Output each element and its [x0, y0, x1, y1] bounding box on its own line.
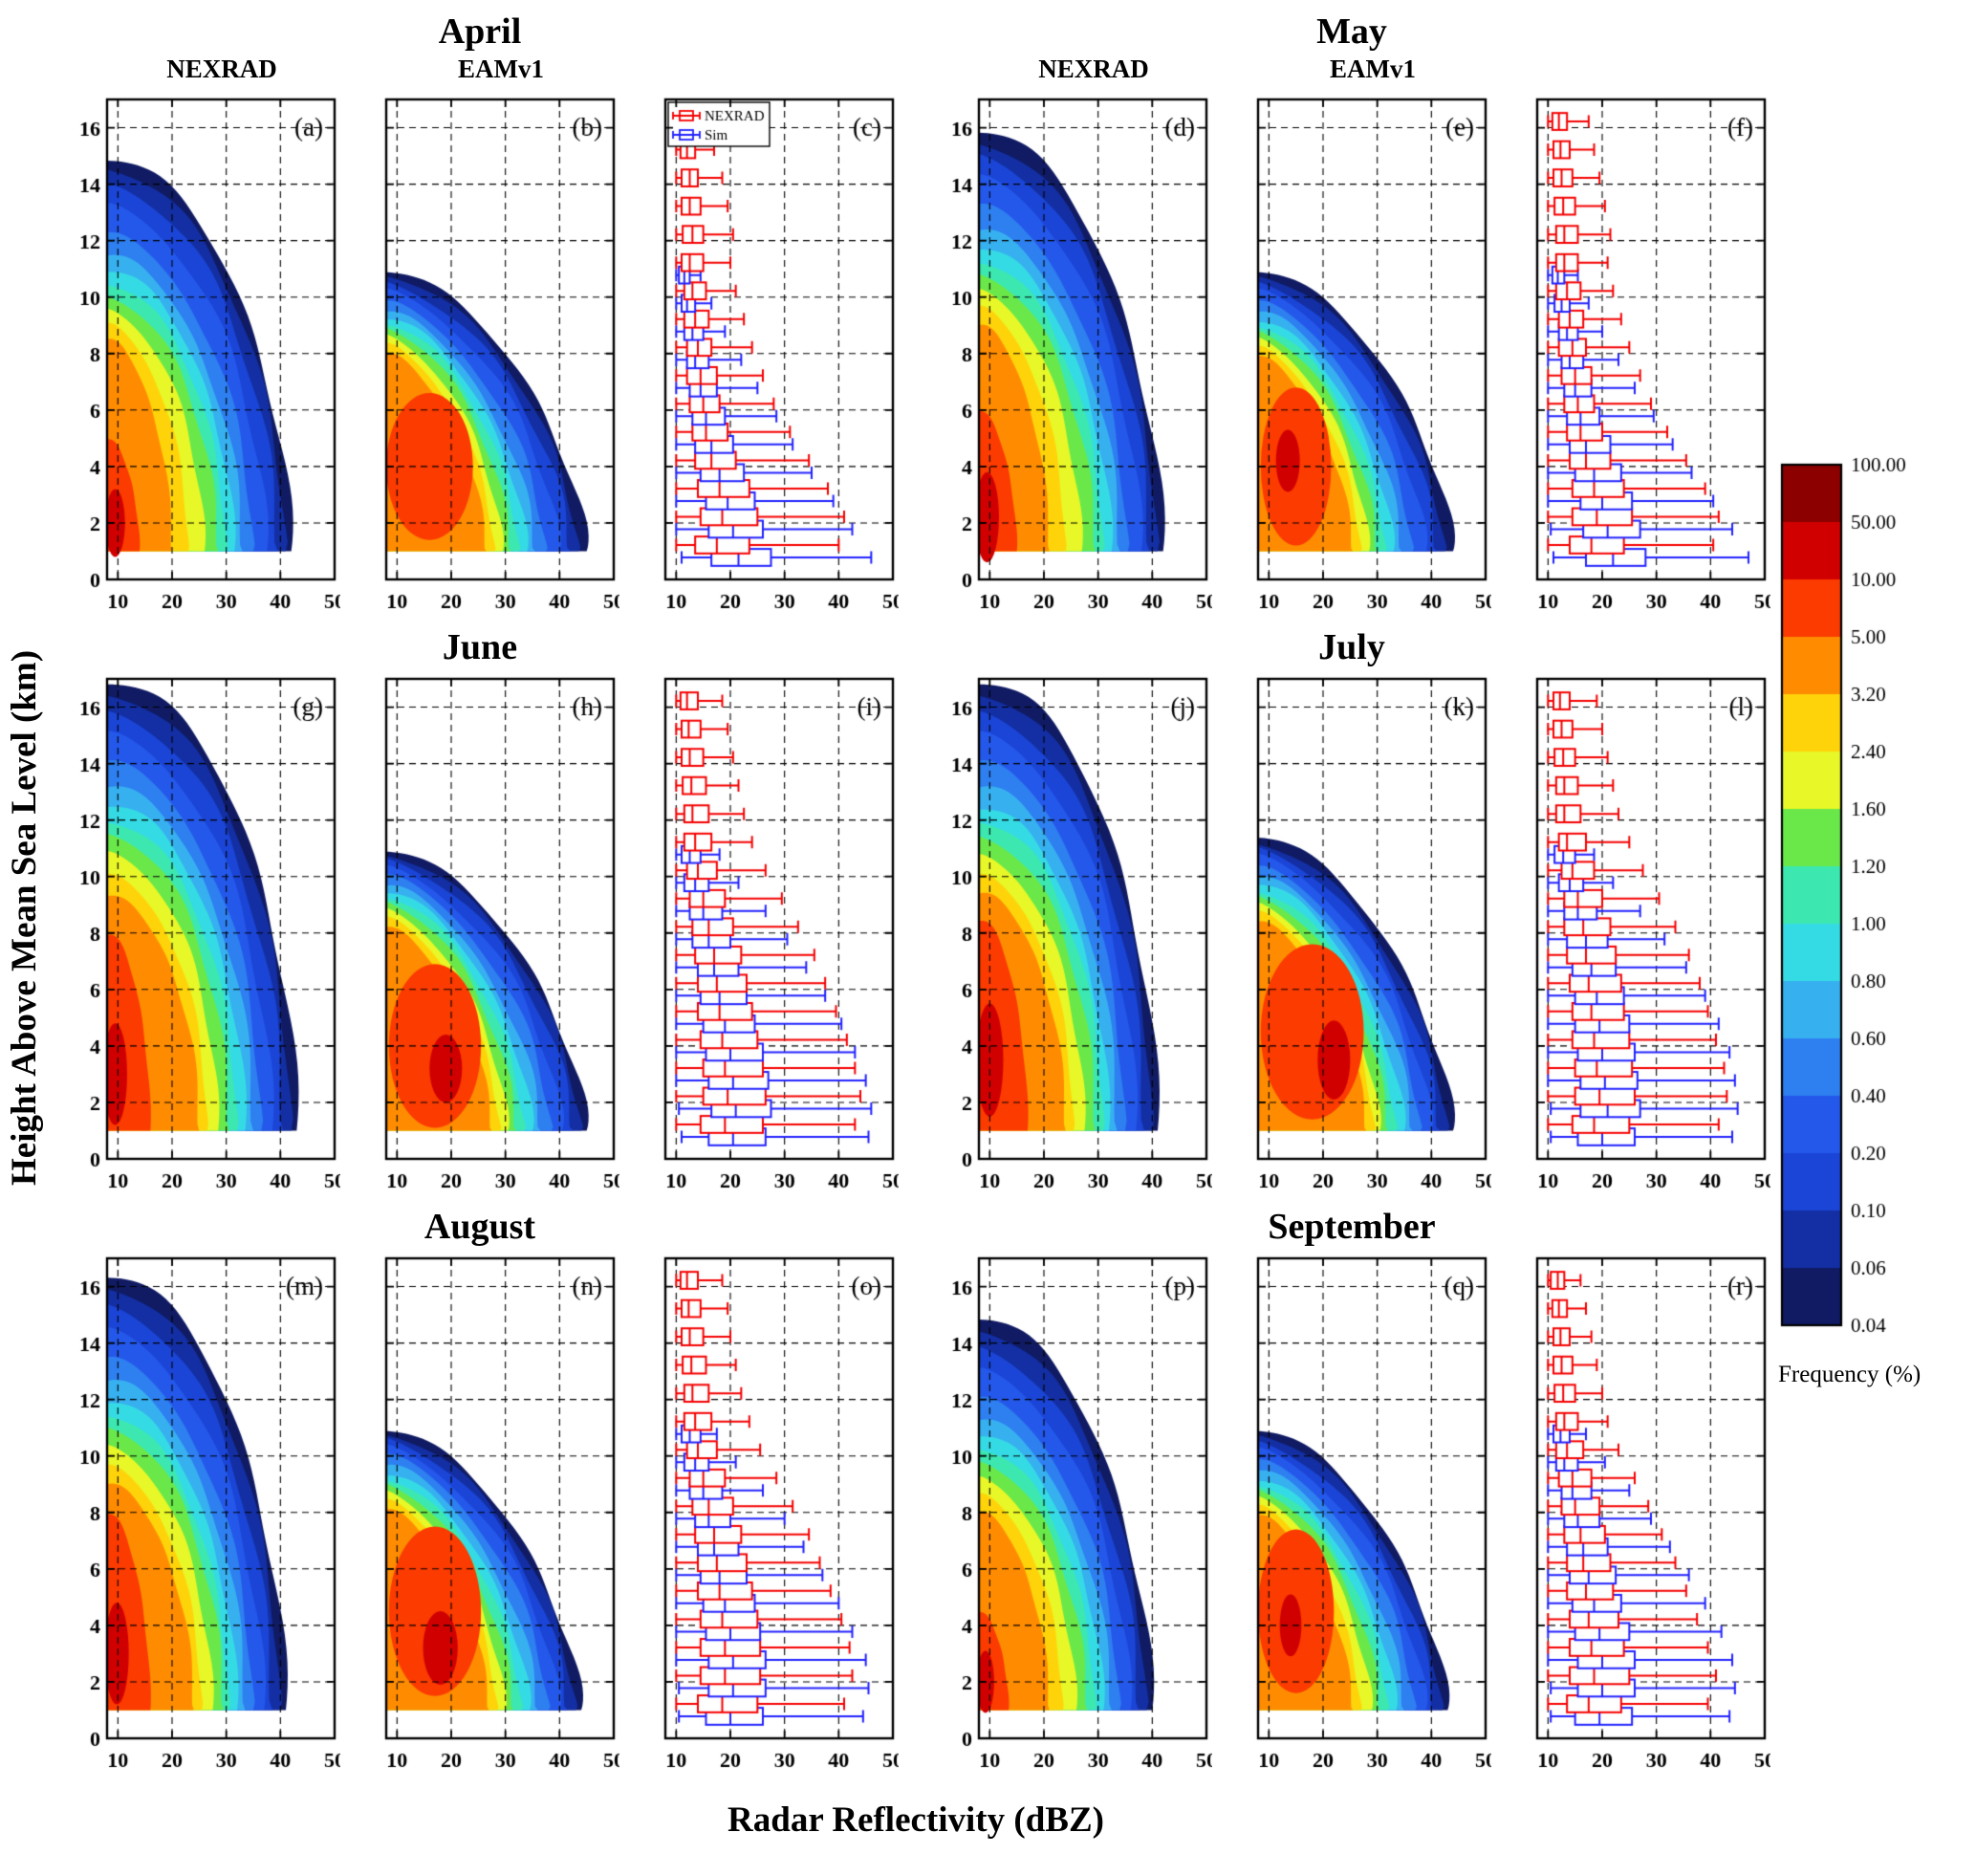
month-title-september: September — [1268, 1207, 1436, 1247]
cfad-april-nexrad — [61, 90, 340, 625]
panels-august — [61, 1249, 899, 1784]
cfad-may-eamv1 — [1212, 90, 1491, 625]
month-title-june: June — [442, 627, 518, 667]
boxplot-may — [1491, 90, 1770, 625]
month-title-july: July — [1318, 627, 1385, 667]
cfad-august-eamv1 — [340, 1249, 619, 1784]
row-2: June July — [61, 625, 1770, 1205]
month-title-april: April — [438, 11, 522, 52]
column-header-nexrad: NEXRAD — [166, 55, 277, 83]
colorbar-title: Frequency (%) — [1778, 1362, 1922, 1387]
cfad-september-eamv1 — [1212, 1249, 1491, 1784]
group-july: July — [933, 625, 1770, 1205]
panels-september — [933, 1249, 1770, 1784]
panels-july — [933, 669, 1770, 1205]
panels-june — [61, 669, 899, 1205]
column-header-spacer — [1491, 54, 1770, 90]
boxplot-september — [1491, 1249, 1770, 1784]
boxplot-july — [1491, 669, 1770, 1205]
group-april: April NEXRAD EAMv1 — [61, 10, 899, 625]
group-august: August — [61, 1205, 899, 1784]
column-header-eamv1: EAMv1 — [458, 55, 544, 83]
row-3: August September — [61, 1205, 1770, 1784]
colorbar-wrap: Frequency (%) — [1776, 449, 1973, 1388]
colorbar — [1776, 449, 1973, 1348]
row-1: April NEXRAD EAMv1 May NEXRAD EAMv1 — [61, 10, 1770, 625]
cfad-june-nexrad — [61, 669, 340, 1205]
month-title-may: May — [1316, 11, 1387, 52]
cfad-july-eamv1 — [1212, 669, 1491, 1205]
month-title-august: August — [423, 1207, 536, 1247]
column-headers-may: NEXRAD EAMv1 — [933, 54, 1770, 90]
column-header-spacer — [619, 54, 899, 90]
cfad-may-nexrad — [933, 90, 1212, 625]
cfad-june-eamv1 — [340, 669, 619, 1205]
boxplot-june — [619, 669, 899, 1205]
column-header-eamv1: EAMv1 — [1330, 55, 1416, 83]
boxplot-april — [619, 90, 899, 625]
group-september: September — [933, 1205, 1770, 1784]
group-may: May NEXRAD EAMv1 — [933, 10, 1770, 625]
cfad-april-eamv1 — [340, 90, 619, 625]
figure-content: April NEXRAD EAMv1 May NEXRAD EAMv1 — [61, 10, 1770, 1784]
panels-april — [61, 90, 899, 625]
cfad-september-nexrad — [933, 1249, 1212, 1784]
column-header-nexrad: NEXRAD — [1038, 55, 1149, 83]
x-axis-label: Radar Reflectivity (dBZ) — [727, 1800, 1104, 1840]
cfad-august-nexrad — [61, 1249, 340, 1784]
group-june: June — [61, 625, 899, 1205]
y-axis-label: Height Above Mean Sea Level (km) — [5, 649, 44, 1187]
column-headers-april: NEXRAD EAMv1 — [61, 54, 899, 90]
boxplot-august — [619, 1249, 899, 1784]
panels-may — [933, 90, 1770, 625]
cfad-july-nexrad — [933, 669, 1212, 1205]
